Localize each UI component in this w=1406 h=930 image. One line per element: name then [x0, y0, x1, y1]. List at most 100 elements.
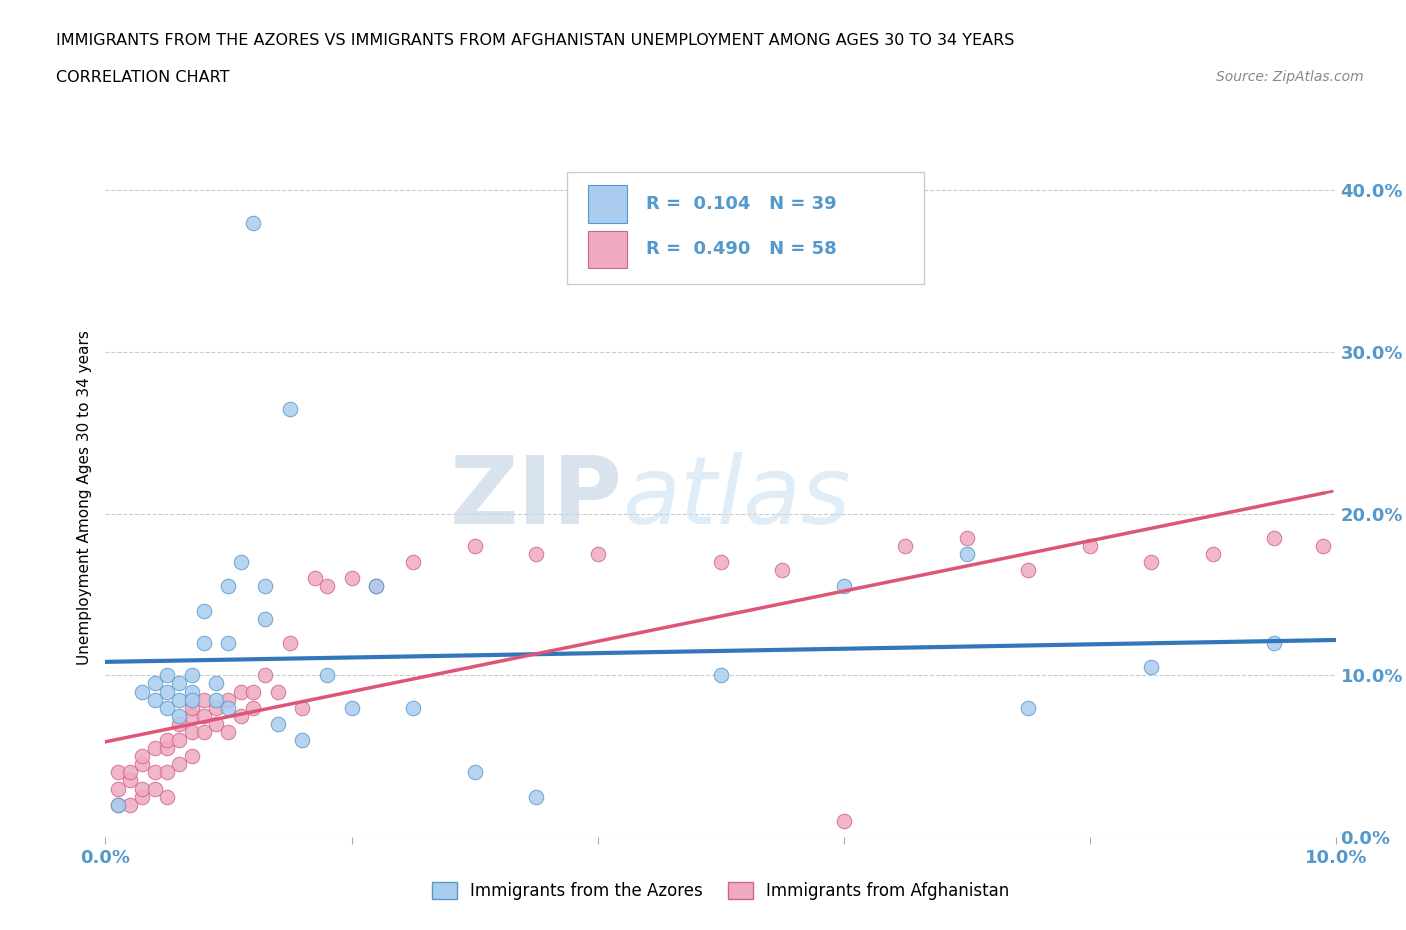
Bar [588, 231, 627, 268]
Point [366, 579, 388, 594]
Point [205, 700, 228, 715]
Text: IMMIGRANTS FROM THE AZORES VS IMMIGRANTS FROM AFGHANISTAN UNEMPLOYMENT AMONG AGE: IMMIGRANTS FROM THE AZORES VS IMMIGRANTS… [56, 33, 1015, 47]
Point [956, 547, 979, 562]
Point [254, 579, 277, 594]
Point [180, 668, 202, 683]
Point [1140, 555, 1163, 570]
Point [120, 797, 141, 812]
Point [107, 797, 129, 812]
Point [402, 700, 425, 715]
Text: R =  0.104   N = 39: R = 0.104 N = 39 [645, 195, 837, 213]
Point [131, 790, 153, 804]
Point [1017, 700, 1039, 715]
Point [402, 555, 425, 570]
Point [1263, 635, 1285, 650]
Point [143, 740, 166, 755]
Point [464, 538, 486, 553]
Text: ZIP: ZIP [450, 452, 621, 543]
Point [156, 733, 179, 748]
Point [254, 611, 277, 626]
Point [956, 530, 979, 545]
Point [291, 700, 314, 715]
Text: atlas: atlas [621, 452, 851, 543]
Point [143, 676, 166, 691]
Text: Source: ZipAtlas.com: Source: ZipAtlas.com [1216, 70, 1364, 84]
Point [770, 563, 793, 578]
Point [180, 692, 202, 707]
Point [180, 724, 202, 739]
Point [156, 684, 179, 699]
Point [156, 764, 179, 779]
Point [180, 709, 202, 724]
Point [315, 579, 337, 594]
Point [169, 733, 191, 748]
Text: R =  0.490   N = 58: R = 0.490 N = 58 [645, 241, 837, 259]
Point [193, 709, 215, 724]
Point [180, 700, 202, 715]
Point [1263, 530, 1285, 545]
Point [710, 668, 733, 683]
Point [315, 668, 337, 683]
Point [267, 716, 290, 731]
Point [242, 216, 264, 231]
Point [107, 781, 129, 796]
Point [1312, 538, 1334, 553]
Point [242, 700, 264, 715]
Point [832, 814, 855, 829]
Point [143, 692, 166, 707]
Point [1078, 538, 1101, 553]
Point [278, 401, 301, 416]
Point [120, 764, 141, 779]
Point [586, 547, 609, 562]
Point [267, 684, 290, 699]
Point [710, 555, 733, 570]
Point [1140, 660, 1163, 675]
Point [218, 635, 240, 650]
Point [107, 764, 129, 779]
Point [193, 692, 215, 707]
Point [205, 692, 228, 707]
Point [131, 749, 153, 764]
Point [218, 724, 240, 739]
Point [894, 538, 917, 553]
Point [291, 733, 314, 748]
Point [205, 716, 228, 731]
Point [524, 547, 547, 562]
Point [218, 692, 240, 707]
Point [205, 676, 228, 691]
Point [131, 684, 153, 699]
Point [193, 724, 215, 739]
Point [143, 764, 166, 779]
Point [180, 684, 202, 699]
Point [156, 668, 179, 683]
Point [229, 709, 252, 724]
Bar [588, 185, 627, 222]
Point [340, 571, 363, 586]
Point [229, 555, 252, 570]
Point [366, 579, 388, 594]
Point [193, 635, 215, 650]
Point [156, 740, 179, 755]
Point [169, 709, 191, 724]
Point [107, 797, 129, 812]
Legend: Immigrants from the Azores, Immigrants from Afghanistan: Immigrants from the Azores, Immigrants f… [425, 875, 1017, 907]
Point [464, 764, 486, 779]
Point [254, 668, 277, 683]
FancyBboxPatch shape [567, 172, 924, 284]
Point [340, 700, 363, 715]
Point [278, 635, 301, 650]
Point [229, 684, 252, 699]
Y-axis label: Unemployment Among Ages 30 to 34 years: Unemployment Among Ages 30 to 34 years [77, 330, 93, 665]
Point [169, 716, 191, 731]
Point [180, 749, 202, 764]
Point [304, 571, 326, 586]
Point [242, 684, 264, 699]
Point [131, 781, 153, 796]
Point [156, 790, 179, 804]
Point [131, 757, 153, 772]
Point [218, 700, 240, 715]
Text: CORRELATION CHART: CORRELATION CHART [56, 70, 229, 85]
Point [1201, 547, 1223, 562]
Point [832, 579, 855, 594]
Point [120, 773, 141, 788]
